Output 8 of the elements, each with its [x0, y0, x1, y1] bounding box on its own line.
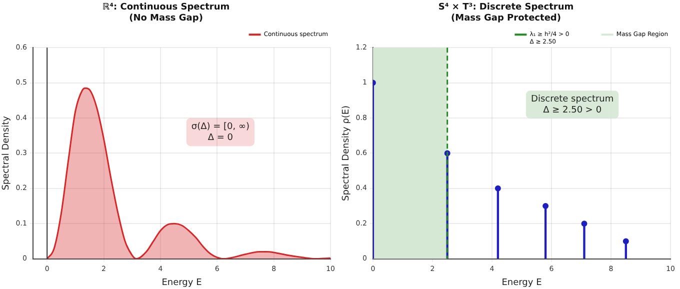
x-axis-title: Energy E [162, 278, 202, 288]
chart-title: S⁴ × T³: Discrete Spectrum (Mass Gap Protected) [438, 2, 574, 24]
y-axis-title: Spectral Density ρ(E) [342, 105, 352, 201]
annotation: Discrete spectrum Δ ≥ 2.50 > 0 [531, 94, 614, 116]
annotation: σ(Δ) = [0, ∞) Δ = 0 [191, 122, 250, 143]
x-axis-title: Energy E [502, 278, 542, 288]
chart-title: ℝ⁴: Continuous Spectrum (No Mass Gap) [102, 2, 230, 24]
y-axis-title: Spectral Density [2, 115, 12, 190]
